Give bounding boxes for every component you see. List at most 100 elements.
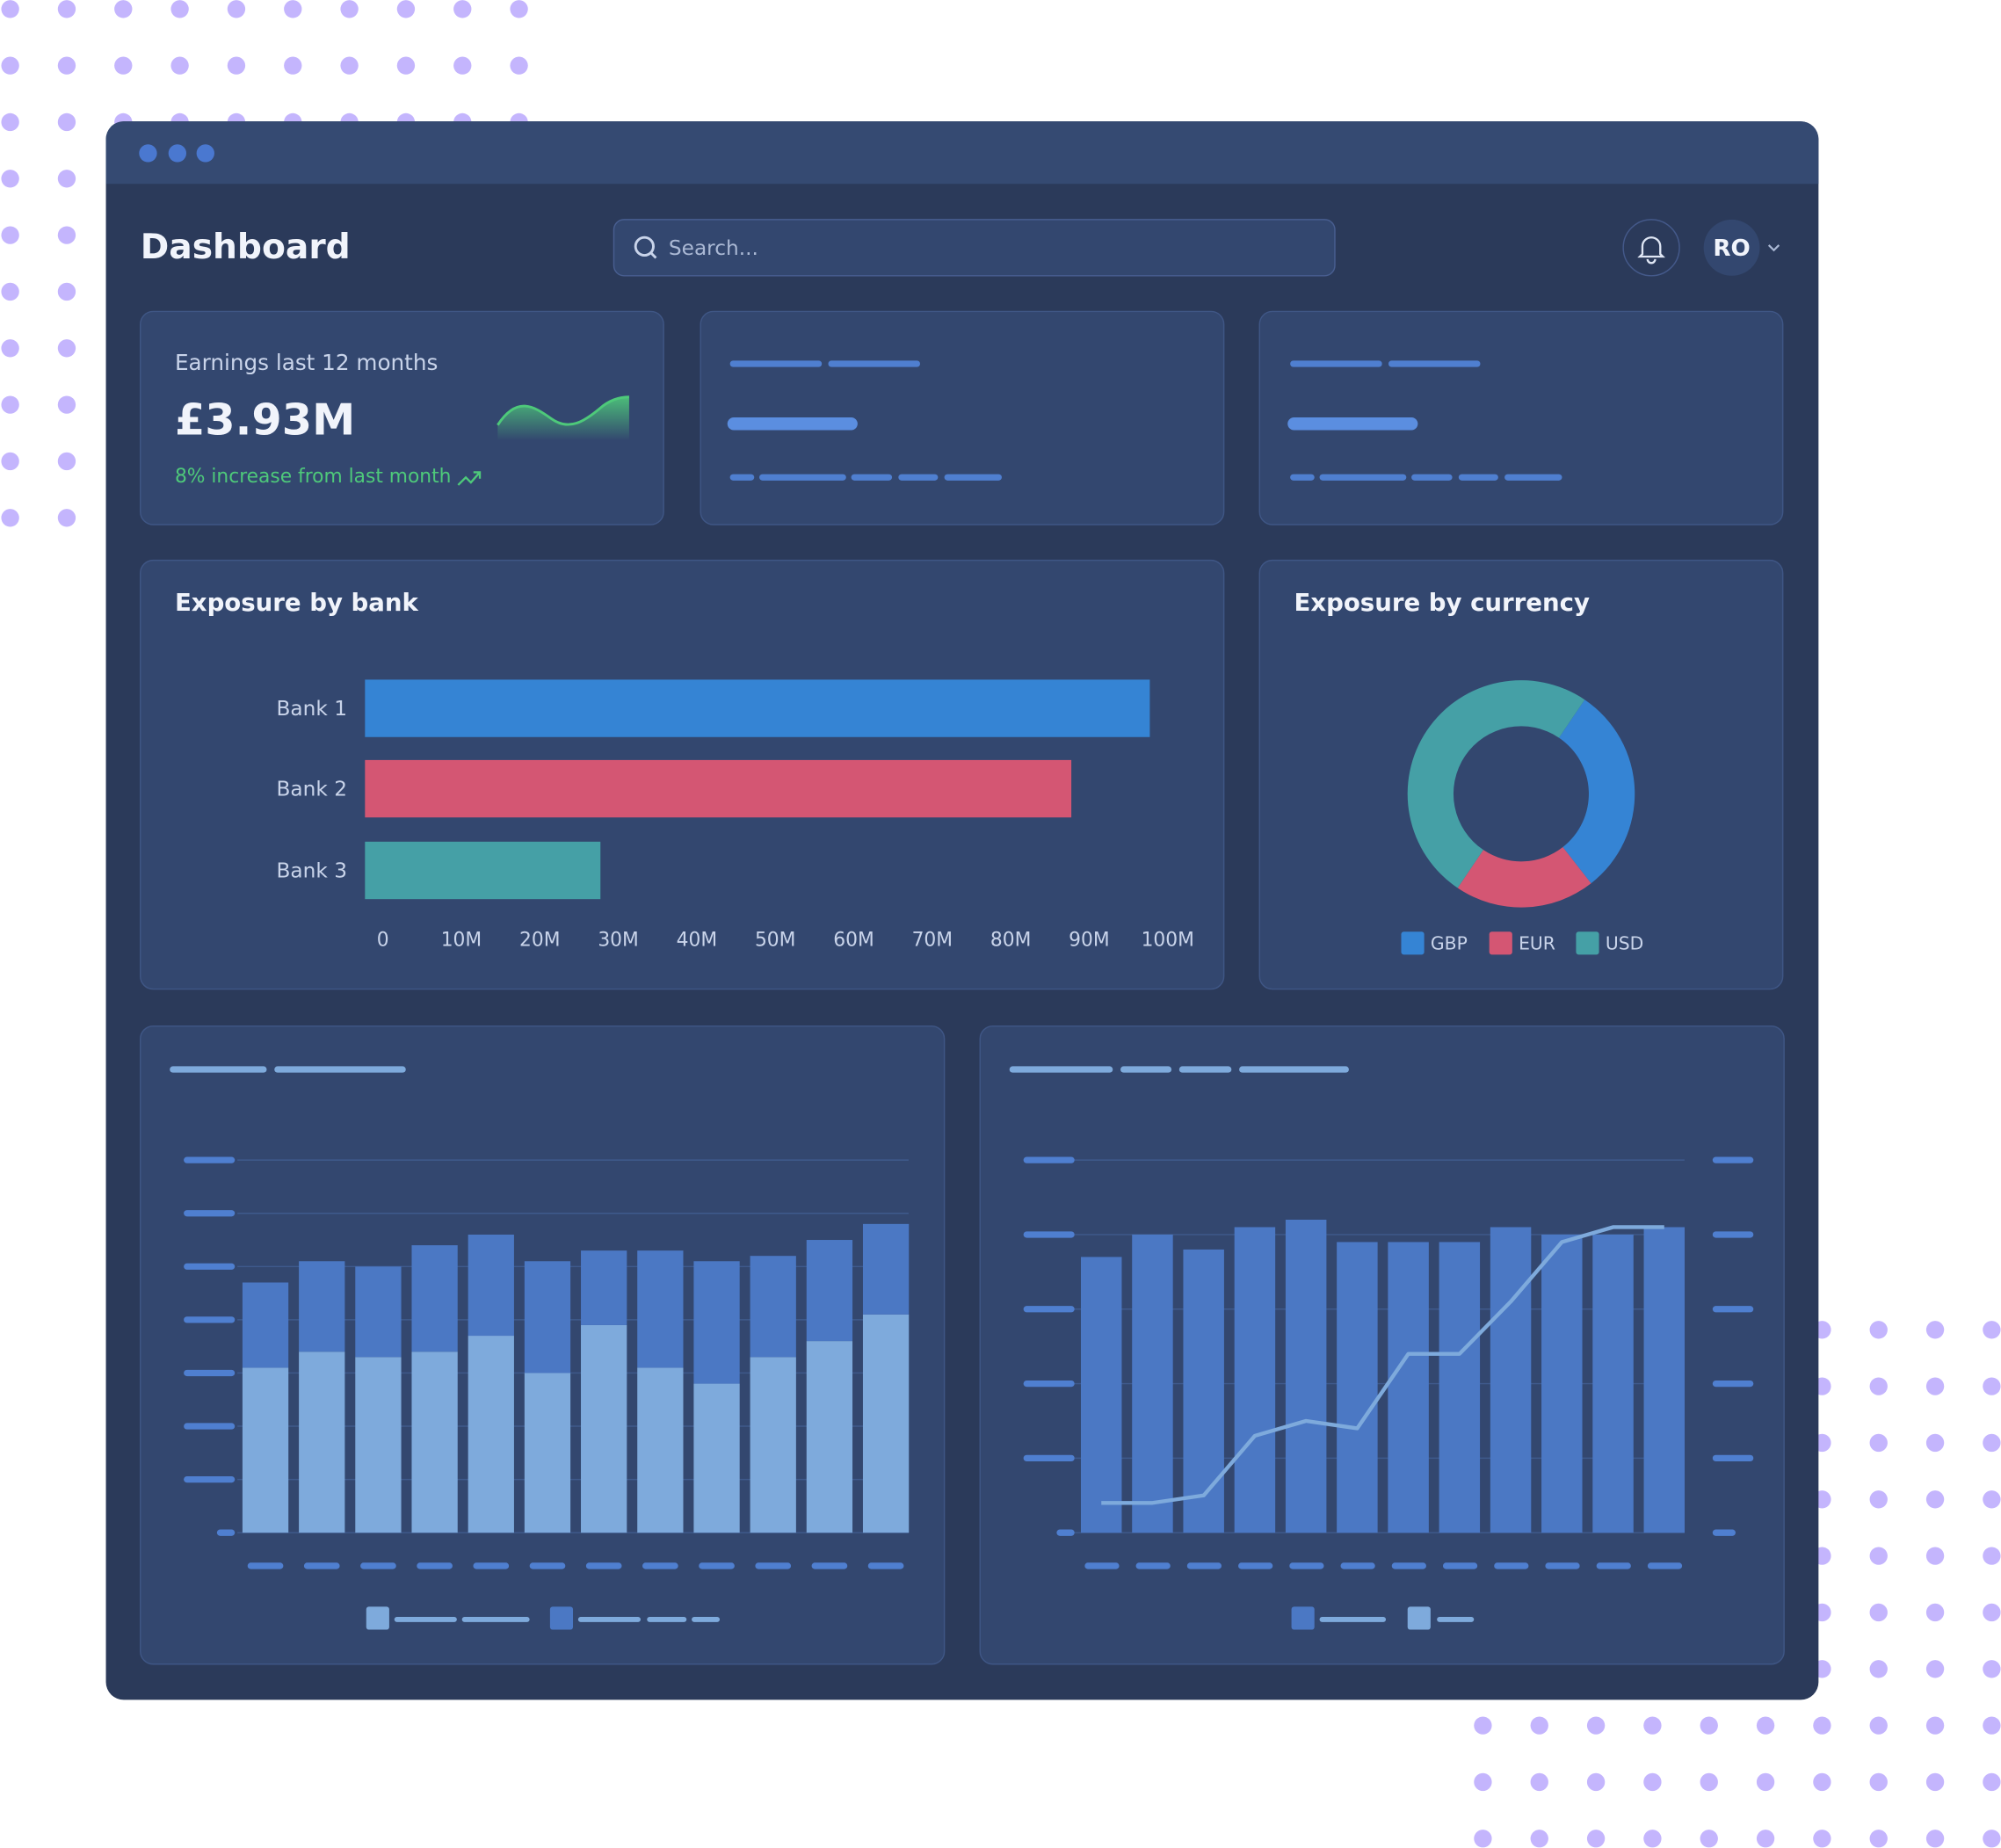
kpi-value: £3.93M — [175, 394, 355, 445]
bg-dot — [227, 0, 246, 18]
bar-segment — [862, 1314, 910, 1533]
bar-segment — [411, 1245, 458, 1352]
bg-dot — [1, 226, 19, 244]
bg-dot — [1, 452, 19, 471]
placeholder-line — [729, 360, 823, 367]
x-tick-label: 100M — [1142, 929, 1194, 951]
bar-segment — [355, 1266, 402, 1358]
y2-tick-placeholder — [1712, 1156, 1754, 1163]
bar-segment — [693, 1261, 740, 1384]
bar-segment — [862, 1223, 910, 1315]
avatar[interactable] — [1703, 219, 1760, 276]
bg-dot — [1925, 1772, 1945, 1792]
bg-dot — [1530, 1830, 1548, 1848]
window-dot[interactable] — [139, 144, 157, 163]
search-box[interactable]: Search... — [613, 219, 1336, 277]
bar-segment — [806, 1240, 853, 1342]
x-tick-placeholder — [529, 1562, 566, 1569]
bg-dot — [1530, 1716, 1548, 1735]
y-tick-placeholder — [184, 1156, 236, 1163]
bg-dot — [1925, 1490, 1945, 1509]
y-tick-placeholder — [184, 1210, 236, 1217]
bg-dot — [284, 56, 302, 75]
bg-dot — [1586, 1772, 1606, 1792]
x-tick-placeholder — [303, 1562, 340, 1569]
x-tick-placeholder — [867, 1562, 904, 1569]
placeholder-line — [727, 417, 858, 431]
bg-dot — [1700, 1772, 1718, 1792]
bar-segment — [750, 1256, 796, 1358]
bar-segment — [468, 1336, 514, 1533]
bar-segment — [637, 1367, 684, 1533]
bell-button[interactable] — [1622, 219, 1680, 277]
user-menu[interactable]: RO — [1703, 219, 1780, 276]
y-tick-placeholder — [216, 1529, 236, 1536]
legend-label: GBP — [1431, 933, 1468, 954]
bar-segment — [524, 1261, 571, 1373]
bell-icon — [1637, 236, 1665, 265]
notifications-button[interactable] — [1622, 219, 1680, 277]
bg-dot — [1869, 1433, 1888, 1453]
bg-dot — [1586, 1716, 1606, 1735]
bg-dot — [453, 56, 472, 75]
bg-dot — [1869, 1716, 1888, 1735]
legend-swatch — [1576, 931, 1599, 955]
legend-swatch — [1407, 1606, 1431, 1630]
bg-dot — [1869, 1830, 1888, 1848]
bg-dot — [510, 0, 528, 18]
bar-segment — [242, 1367, 289, 1533]
placeholder-line — [1411, 474, 1453, 481]
placeholder-line — [1009, 1066, 1113, 1073]
window-dot[interactable] — [196, 144, 214, 163]
line — [1101, 1225, 1664, 1505]
search-placeholder: Search... — [669, 236, 758, 260]
bg-dot — [1869, 1772, 1888, 1792]
bg-dot — [1813, 1830, 1831, 1848]
bg-dot — [1, 395, 19, 414]
x-tick-placeholder — [1442, 1562, 1478, 1569]
y2-tick-placeholder — [1712, 1306, 1754, 1313]
donut-slice — [1457, 847, 1591, 908]
window-dot[interactable] — [168, 144, 187, 163]
x-tick-label: 10M — [441, 929, 482, 951]
category-label: Bank 2 — [277, 778, 347, 801]
search-field[interactable] — [613, 219, 1336, 277]
bg-dot — [1, 282, 19, 301]
bar — [365, 841, 601, 900]
bg-dot — [57, 395, 76, 414]
bar-segment — [299, 1352, 345, 1533]
chart-card — [979, 1025, 1785, 1665]
bar — [365, 679, 1150, 737]
y-tick-placeholder — [184, 1316, 236, 1323]
placeholder-line — [1319, 474, 1407, 481]
kpi-change: 8% increase from last month — [175, 466, 452, 488]
bg-dot — [1643, 1772, 1662, 1792]
bg-dot — [1983, 1660, 2001, 1678]
x-tick-placeholder — [473, 1562, 510, 1569]
bg-dot — [1474, 1716, 1492, 1735]
legend-swatch — [1401, 931, 1425, 955]
bg-dot — [1925, 1830, 1945, 1848]
placeholder-line — [461, 1617, 530, 1622]
y-tick-placeholder — [184, 1369, 236, 1377]
y-tick-placeholder — [1023, 1380, 1075, 1388]
trend-icon — [457, 471, 482, 486]
bg-dot — [57, 112, 76, 132]
search-icon — [634, 236, 655, 257]
x-tick-placeholder — [1084, 1562, 1120, 1569]
placeholder-line — [692, 1617, 721, 1622]
x-tick-placeholder — [417, 1562, 453, 1569]
placeholder-line — [1319, 1617, 1387, 1622]
placeholder-line — [1287, 417, 1418, 431]
bg-dot — [1756, 1716, 1775, 1735]
legend-label: EUR — [1519, 933, 1555, 954]
page-title: Dashboard — [141, 228, 351, 267]
bg-dot — [510, 56, 528, 75]
title-bar — [105, 121, 1819, 185]
bar — [1592, 1234, 1634, 1533]
y2-tick-placeholder — [1712, 1380, 1754, 1388]
placeholder-line — [1504, 474, 1562, 481]
bg-dot — [1813, 1716, 1831, 1735]
bar-segment — [693, 1383, 740, 1533]
